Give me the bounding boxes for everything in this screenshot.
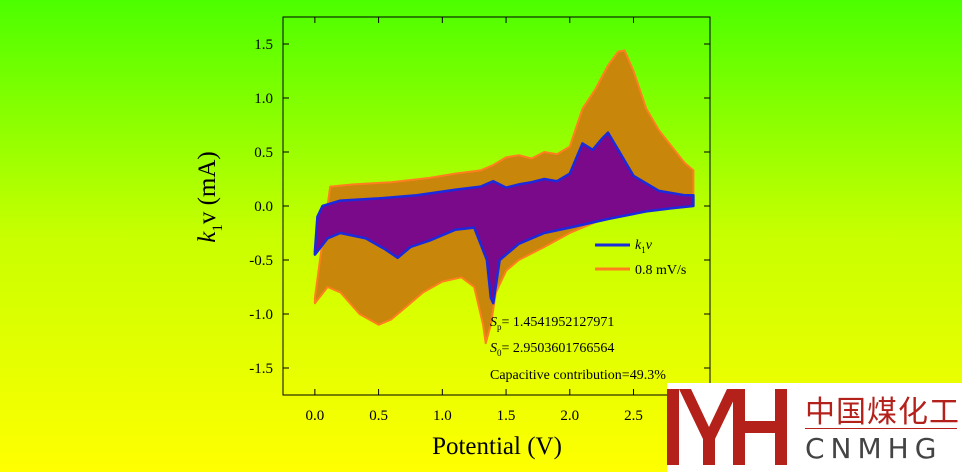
legend-label-08mvs: 0.8 mV/s [635, 263, 686, 278]
x-axis-title: Potential (V) [432, 433, 562, 460]
y-tick-label: -1.5 [249, 361, 273, 377]
s0-sub: 0 [497, 348, 502, 358]
y-axis-title: k1v (mA) [194, 151, 226, 243]
sp-value: = 1.4541952127971 [502, 315, 615, 330]
legend: k1v 0.8 mV/s [595, 238, 686, 278]
area-layer [313, 49, 695, 345]
legend-k1v-main: k [635, 238, 642, 253]
s0-value: = 2.9503601766564 [502, 341, 615, 356]
y-axis-title-main: k [194, 231, 221, 243]
y-axis-title-sub: 1 [210, 224, 226, 232]
y-tick-label: -0.5 [249, 253, 273, 269]
sp-annotation: Sp= 1.4541952127971 [490, 315, 614, 332]
logo-mark-icon [667, 389, 787, 465]
y-tick-label: 0.5 [254, 145, 273, 161]
capacitive-contribution: Capacitive contribution=49.3% [490, 368, 666, 383]
series-area-k1v [313, 131, 695, 305]
y-tick-label: 1.5 [254, 37, 273, 53]
s0-symbol: S [490, 341, 497, 356]
s0-annotation: S0= 2.9503601766564 [490, 341, 614, 358]
logo-divider [805, 428, 957, 429]
sp-symbol: S [490, 315, 497, 330]
legend-k1v-rest: v [646, 238, 653, 253]
logo-chinese-text: 中国煤化工 [805, 395, 960, 430]
x-tick-label: 1.5 [497, 408, 516, 424]
sp-sub: p [497, 322, 502, 332]
x-tick-label: 1.0 [433, 408, 452, 424]
annotations: Sp= 1.4541952127971 S0= 2.9503601766564 … [490, 315, 666, 383]
x-tick-label: 2.0 [560, 408, 579, 424]
x-tick-label: 0.0 [305, 408, 324, 424]
y-tick-label: 1.0 [254, 91, 273, 107]
tick-layer: 0.0 0.5 1.0 1.5 2.0 2.5 -1.5 -1.0 -0.5 0.0 0.5 1.0 1… [249, 17, 710, 424]
legend-label-k1v: k1v [635, 238, 653, 255]
cnmhg-logo: 中国煤化工 CNMHG [667, 383, 962, 472]
y-tick-label: -1.0 [249, 307, 273, 323]
x-tick-label: 0.5 [369, 408, 388, 424]
y-axis-title-rest: v (mA) [194, 151, 221, 224]
logo-english-text: CNMHG [805, 432, 943, 465]
x-tick-label: 2.5 [624, 408, 643, 424]
y-tick-label: 0.0 [254, 199, 273, 215]
legend-k1v-sub: 1 [641, 245, 646, 255]
